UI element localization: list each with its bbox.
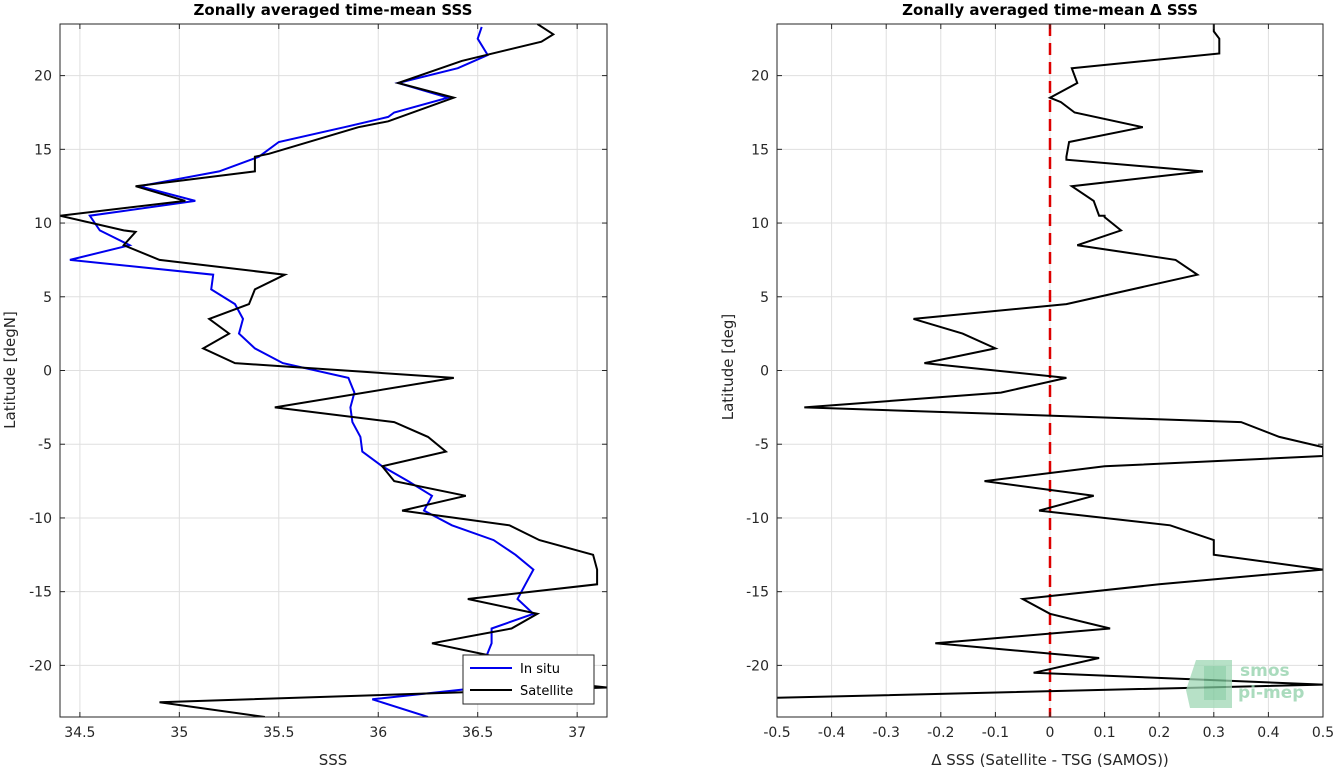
left-ticks: 34.5 35 35.5 36 36.5 37 -20 -15 -10 -5 0 5 10 15 20 (29, 24, 607, 741)
legend-label-in-situ: In situ (520, 662, 560, 677)
x-tick-label: -0.2 (927, 725, 954, 741)
y-tick-label: -10 (746, 511, 769, 527)
y-tick-label: -15 (746, 585, 769, 601)
x-tick-label: 36.5 (462, 725, 493, 741)
y-tick-label: 20 (751, 69, 769, 85)
x-tick-label: 36 (369, 725, 387, 741)
x-tick-label: 0.5 (1312, 725, 1334, 741)
watermark-line2: pi-mep (1238, 683, 1304, 703)
series-line-series-0 (777, 24, 1323, 699)
y-tick-label: 10 (34, 216, 52, 232)
legend-box (462, 654, 595, 705)
left-series (60, 24, 607, 717)
x-tick-label: -0.3 (873, 725, 900, 741)
y-tick-label: 20 (34, 69, 52, 85)
series-line-satellite (60, 24, 607, 717)
left-panel: 34.5 35 35.5 36 36.5 37 -20 -15 -10 -5 0 5 10 15 20 Zo… (1, 1, 608, 769)
legend-label-satellite: Satellite (520, 684, 573, 699)
legend: In situ Satellite (462, 654, 595, 705)
y-tick-label: -5 (755, 437, 769, 453)
right-ticks: -0.5 -0.4 -0.3 -0.2 -0.1 0 0.1 0.2 0.3 0.4 0.5 -20 -… (746, 24, 1334, 741)
x-tick-label: 37 (568, 725, 586, 741)
x-tick-label: 35 (170, 725, 188, 741)
y-tick-label: -5 (38, 437, 52, 453)
y-tick-label: 15 (751, 142, 769, 158)
y-tick-label: 15 (34, 142, 52, 158)
left-y-axis-label: Latitude [degN] (1, 311, 19, 429)
right-panel: -0.5 -0.4 -0.3 -0.2 -0.1 0 0.1 0.2 0.3 0.4 0.5 -20 -… (719, 1, 1334, 769)
right-y-axis-label: Latitude [deg] (719, 314, 737, 420)
right-x-axis-label: Δ SSS (Satellite - TSG (SAMOS)) (931, 751, 1169, 769)
x-tick-label: 35.5 (263, 725, 294, 741)
x-tick-label: 0.2 (1148, 725, 1170, 741)
y-tick-label: 5 (43, 290, 52, 306)
left-chart-title: Zonally averaged time-mean SSS (194, 1, 473, 19)
x-tick-label: 0.3 (1203, 725, 1225, 741)
x-tick-label: -0.4 (818, 725, 845, 741)
y-tick-label: 10 (751, 216, 769, 232)
x-tick-label: 0 (1046, 725, 1055, 741)
y-tick-label: -20 (29, 658, 52, 674)
watermark-logo-inner-icon (1204, 666, 1226, 700)
smos-pi-mep-watermark: smos pi-mep (1186, 660, 1304, 708)
left-x-axis-label: SSS (319, 751, 348, 769)
y-tick-label: 5 (760, 290, 769, 306)
x-tick-label: -0.1 (982, 725, 1009, 741)
x-tick-label: 0.1 (1093, 725, 1115, 741)
x-tick-label: 0.4 (1257, 725, 1279, 741)
y-tick-label: 0 (760, 364, 769, 380)
y-tick-label: -15 (29, 585, 52, 601)
y-tick-label: -10 (29, 511, 52, 527)
series-line-in-situ (69, 26, 536, 717)
y-tick-label: 0 (43, 364, 52, 380)
x-tick-label: 34.5 (64, 725, 95, 741)
watermark-line1: smos (1240, 661, 1290, 681)
x-tick-label: -0.5 (763, 725, 790, 741)
y-tick-label: -20 (746, 658, 769, 674)
right-chart-title: Zonally averaged time-mean Δ SSS (902, 1, 1198, 19)
right-series (777, 24, 1323, 717)
